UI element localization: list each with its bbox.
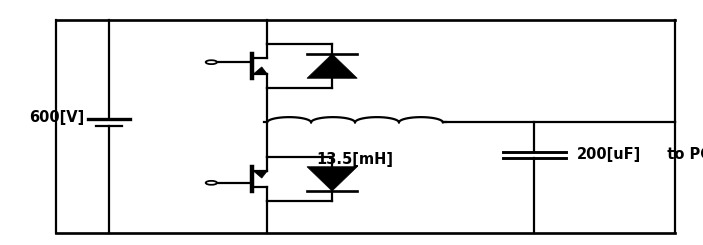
Text: 200[uF]: 200[uF] xyxy=(576,147,640,162)
Polygon shape xyxy=(307,54,357,78)
Polygon shape xyxy=(254,171,267,178)
Polygon shape xyxy=(254,67,267,74)
Text: to PCS: to PCS xyxy=(657,147,703,162)
Text: 13.5[mH]: 13.5[mH] xyxy=(316,152,394,167)
Polygon shape xyxy=(307,167,357,191)
Text: 600[V]: 600[V] xyxy=(29,110,84,125)
